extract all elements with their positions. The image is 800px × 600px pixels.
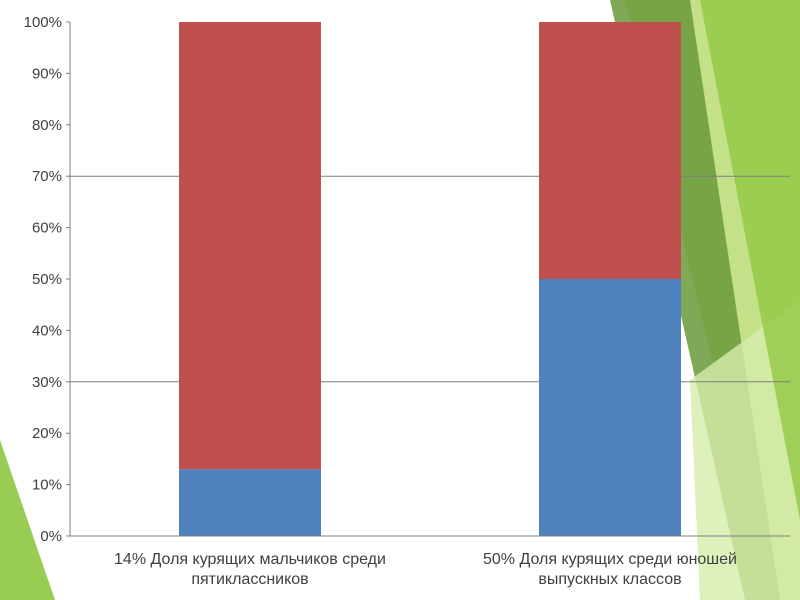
x-category-label: 14% Доля курящих мальчиков среди пятиклас… <box>70 550 430 590</box>
x-category-label-line: выпускных классов <box>538 571 682 588</box>
y-tick-label: 100% <box>24 14 62 31</box>
bar-segment-cat2-series1 <box>539 279 681 536</box>
x-category-label: 50% Доля курящих среди юношей выпускных к… <box>430 550 790 590</box>
green-shape-left-bottom <box>0 440 55 600</box>
gridlines <box>70 175 790 383</box>
y-tick-label: 20% <box>32 425 62 442</box>
x-category-label-line: 50% Доля курящих среди юношей <box>483 551 737 568</box>
y-tick-label: 70% <box>32 168 62 185</box>
bars <box>179 22 681 536</box>
green-shape-right-mid <box>700 0 800 520</box>
y-tick-label: 60% <box>32 220 62 237</box>
y-tick-label: 50% <box>32 271 62 288</box>
y-tick-label: 0% <box>40 528 62 545</box>
x-category-label-line: пятиклассников <box>191 571 309 588</box>
y-tick-label: 30% <box>32 374 62 391</box>
bar-segment-cat2-series2 <box>539 22 681 279</box>
y-axis-tick-labels: 0% 10% 20% 30% 40% 50% 60% 70% 80% 90% 100% <box>24 14 70 545</box>
y-tick-label: 80% <box>32 117 62 134</box>
bar-segment-cat1-series1 <box>179 469 321 536</box>
y-tick-label: 90% <box>32 65 62 82</box>
bar-segment-cat1-series2 <box>179 22 321 470</box>
y-tick-label: 10% <box>32 477 62 494</box>
x-category-label-line: 14% Доля курящих мальчиков среди <box>114 551 386 568</box>
y-tick-label: 40% <box>32 322 62 339</box>
